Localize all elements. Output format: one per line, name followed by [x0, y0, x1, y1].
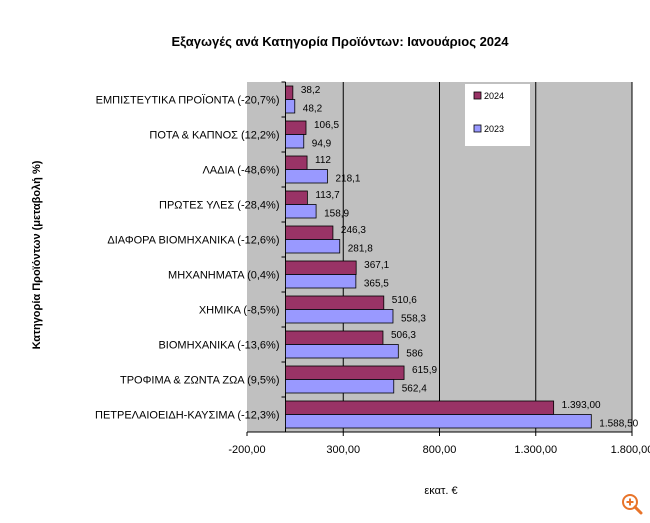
- bar-2023: [285, 274, 357, 289]
- data-label: 615,9: [412, 365, 437, 376]
- legend-swatch: [473, 124, 482, 133]
- legend-swatch: [473, 91, 482, 100]
- bar-2023: [285, 344, 399, 359]
- data-label: 1.393,00: [562, 400, 601, 411]
- x-tick-label: 300,00: [326, 444, 360, 456]
- bar-2024: [285, 330, 384, 345]
- bar-2024: [285, 85, 294, 100]
- bar-2023: [285, 414, 592, 429]
- chart-title: Εξαγωγές ανά Κατηγορία Προϊόντων: Ιανουά…: [171, 34, 509, 49]
- data-label: 246,3: [341, 225, 366, 236]
- data-label: 106,5: [314, 120, 339, 131]
- data-label: 112: [315, 155, 331, 166]
- data-label: 1.588,50: [599, 419, 638, 430]
- data-label: 281,8: [348, 244, 373, 255]
- category-label: ΠΟΤΑ & ΚΑΠΝΟΣ (12,2%): [149, 130, 279, 142]
- bar-2024: [285, 120, 307, 135]
- bar-2024: [285, 365, 405, 380]
- data-label: 562,4: [402, 384, 427, 395]
- zoom-in-icon[interactable]: [620, 492, 644, 516]
- bar-2023: [285, 169, 328, 184]
- category-label: ΒΙΟΜΗΧΑΝΙΚΑ (-13,6%): [158, 340, 279, 352]
- x-tick-label: 1.300,00: [514, 444, 557, 456]
- category-label: ΛΑΔΙΑ (-48,6%): [202, 165, 279, 177]
- legend-entry: 2023: [484, 124, 504, 134]
- bar-2024: [285, 225, 334, 240]
- data-label: 586: [406, 349, 423, 360]
- category-label: ΤΡΟΦΙΜΑ & ΖΩΝΤΑ ΖΩΑ (9,5%): [120, 375, 280, 387]
- x-axis-title: εκατ. €: [424, 485, 457, 497]
- bar-2023: [285, 309, 394, 324]
- data-label: 113,7: [315, 190, 340, 201]
- data-label: 367,1: [364, 260, 389, 271]
- data-label: 365,5: [364, 279, 389, 290]
- bar-2023: [285, 239, 341, 254]
- data-label: 506,3: [391, 330, 416, 341]
- data-label: 510,6: [392, 295, 417, 306]
- bar-2023: [285, 134, 305, 149]
- y-axis-title: Κατηγορία Προϊόντων (μεταβολή %): [31, 160, 43, 349]
- bar-2024: [285, 260, 357, 275]
- x-tick-label: 800,00: [423, 444, 457, 456]
- category-label: ΕΜΠΙΣΤΕΥΤΙΚΑ ΠΡΟΪΟΝΤΑ (-20,7%): [96, 95, 280, 107]
- data-label: 558,3: [401, 314, 426, 325]
- data-label: 48,2: [303, 104, 323, 115]
- bar-2023: [285, 99, 296, 114]
- category-label: ΜΗΧΑΝΗΜΑΤΑ (0,4%): [168, 270, 279, 282]
- x-tick-label: 1.800,00: [611, 444, 650, 456]
- bar-2024: [285, 190, 308, 205]
- legend-entry: 2024: [484, 91, 504, 101]
- data-label: 218,1: [335, 174, 360, 185]
- bar-2024: [285, 295, 385, 310]
- data-label: 38,2: [301, 85, 321, 96]
- category-label: ΔΙΑΦΟΡΑ ΒΙΟΜΗΧΑΝΙΚΑ (-12,6%): [107, 235, 279, 247]
- category-label: ΠΕΤΡΕΛΑΙΟΕΙΔΗ-ΚΑΥΣΙΜΑ (-12,3%): [95, 410, 280, 422]
- legend: 2024 2023: [465, 84, 530, 146]
- x-tick-label: -200,00: [228, 444, 265, 456]
- category-label: ΠΡΩΤΕΣ ΥΛΕΣ (-28,4%): [159, 200, 279, 212]
- category-label: ΧΗΜΙΚΑ (-8,5%): [199, 305, 280, 317]
- bar-2023: [285, 204, 317, 219]
- bar-2024: [285, 155, 308, 170]
- data-label: 158,9: [324, 209, 349, 220]
- data-label: 94,9: [312, 139, 332, 150]
- bar-2023: [285, 379, 395, 394]
- bar-2024: [285, 400, 555, 415]
